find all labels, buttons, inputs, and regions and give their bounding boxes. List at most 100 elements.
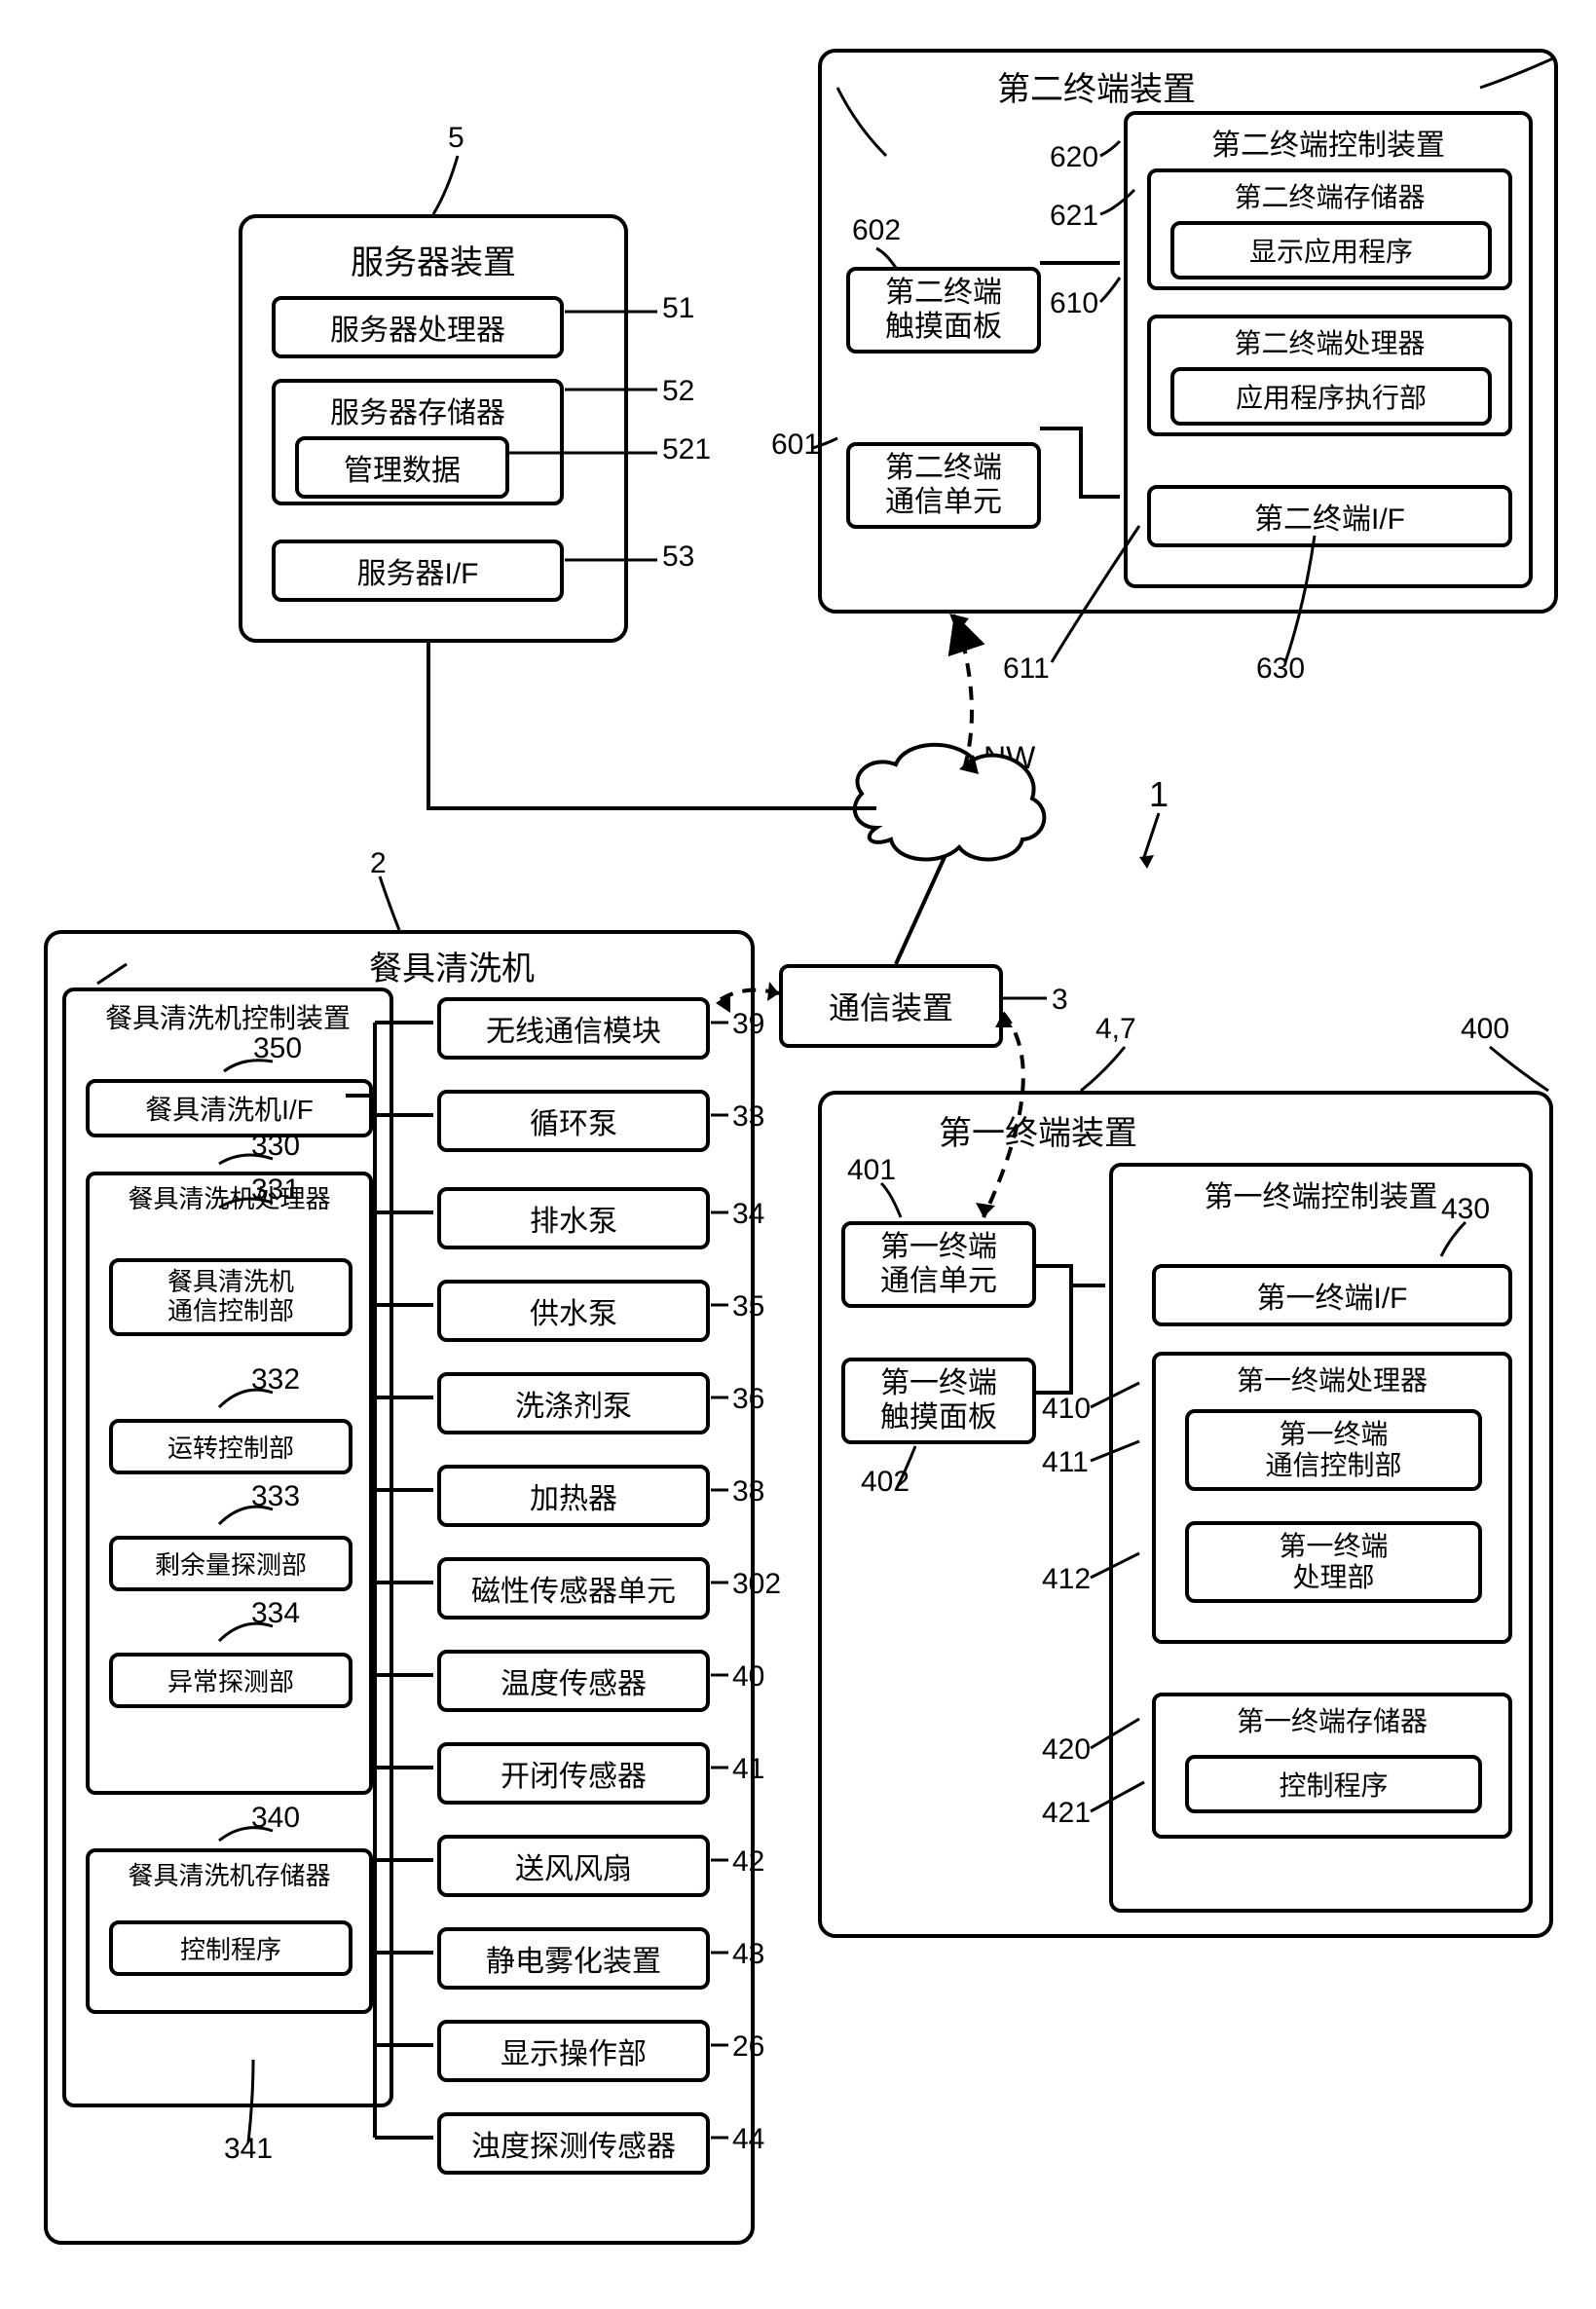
- dw-p0-ref: 331: [251, 1173, 300, 1207]
- dw-if: 餐具清洗机I/F: [86, 1079, 373, 1137]
- t2-ctrl: 第二终端控制装置 第二终端存储器 显示应用程序 第二终端处理器 应用程序执行部 …: [1124, 111, 1533, 588]
- dw-c10-ref: 43: [732, 1938, 764, 1971]
- t2-proc-title: 第二终端处理器: [1151, 322, 1508, 361]
- sys-ref: 1: [1149, 774, 1169, 815]
- server-if-ref: 53: [662, 540, 694, 574]
- dw-p3-ref: 334: [251, 1597, 300, 1630]
- t2-touch: 第二终端触摸面板: [846, 267, 1041, 354]
- t1-commctrl: 第一终端通信控制部: [1185, 1409, 1482, 1491]
- t1-commctrl-ref: 411: [1042, 1446, 1089, 1479]
- t1-mem-ref: 420: [1042, 1733, 1091, 1767]
- dw-c5: 加热器: [437, 1465, 710, 1527]
- comm-device: 通信装置: [779, 964, 1003, 1048]
- t1-title: 第一终端装置: [939, 1106, 1137, 1154]
- t2-proc: 第二终端处理器 应用程序执行部: [1147, 315, 1512, 436]
- dw-c9: 送风风扇: [437, 1835, 710, 1897]
- dw-mem-ref: 340: [251, 1802, 300, 1835]
- server-mgmt-ref: 521: [662, 433, 711, 466]
- dw-c1-ref: 33: [732, 1100, 764, 1134]
- dw-c12: 浊度探测传感器: [437, 2112, 710, 2175]
- dw-c6-ref: 302: [732, 1568, 781, 1601]
- t1-touch-ref: 402: [861, 1466, 909, 1499]
- dw-ctrl: 餐具清洗机控制装置 餐具清洗机I/F 餐具清洗机处理器 餐具清洗机通信控制部 运…: [62, 987, 393, 2107]
- t1-touch: 第一终端触摸面板: [841, 1358, 1036, 1444]
- t1-ctrl: 第一终端控制装置 第一终端I/F 第一终端处理器 第一终端通信控制部 第一终端处…: [1109, 1163, 1533, 1913]
- t2-mem-title: 第二终端存储器: [1151, 176, 1508, 215]
- dw-c3: 供水泵: [437, 1280, 710, 1342]
- t1-if: 第一终端I/F: [1152, 1264, 1512, 1326]
- dw-proc-title: 餐具清洗机处理器: [90, 1179, 369, 1215]
- server-ref: 5: [448, 122, 464, 155]
- dw-c11: 显示操作部: [437, 2020, 710, 2082]
- t2-comm-ref: 601: [771, 428, 820, 462]
- dw-proc-ref: 330: [251, 1130, 300, 1163]
- dw-c0-ref: 39: [732, 1008, 764, 1041]
- dw-p1: 运转控制部: [109, 1419, 353, 1474]
- server-if: 服务器I/F: [272, 540, 564, 602]
- t1-proc: 第一终端处理器 第一终端通信控制部 第一终端处理部: [1152, 1352, 1512, 1644]
- t2-ctrl-title: 第二终端控制装置: [1128, 121, 1529, 164]
- dw-mem: 餐具清洗机存储器 控制程序: [86, 1848, 373, 2014]
- dw-c7-ref: 40: [732, 1660, 764, 1694]
- dw-c4-ref: 36: [732, 1383, 764, 1416]
- dw-proc: 餐具清洗机处理器 餐具清洗机通信控制部 运转控制部 剩余量探测部 异常探测部: [86, 1172, 373, 1795]
- t2-mem-ref: 620: [1050, 141, 1098, 174]
- dw-c8-ref: 41: [732, 1753, 764, 1786]
- dw-c5-ref: 38: [732, 1475, 764, 1508]
- t1-ref-tr: 400: [1461, 1013, 1509, 1046]
- t1-comm-ref: 401: [847, 1154, 896, 1187]
- t2-touch-ref: 602: [852, 214, 901, 247]
- dw-c2-ref: 34: [732, 1198, 764, 1231]
- t1-proc-ref: 410: [1042, 1393, 1091, 1426]
- dw-c3-ref: 35: [732, 1290, 764, 1323]
- dw-c9-ref: 42: [732, 1845, 764, 1879]
- server-mem: 服务器存储器 管理数据: [272, 379, 564, 505]
- dw-c4: 洗涤剂泵: [437, 1372, 710, 1434]
- t1-ctrlprog: 控制程序: [1185, 1755, 1482, 1813]
- dw-title: 餐具清洗机: [369, 942, 535, 989]
- t2-comm: 第二终端通信单元: [846, 442, 1041, 529]
- dw-ctrlprog-ref: 341: [224, 2133, 273, 2166]
- t2-if-ref: 630: [1256, 652, 1305, 686]
- dw-c6: 磁性传感器单元: [437, 1557, 710, 1620]
- dw-c10: 静电雾化装置: [437, 1927, 710, 1990]
- dw-c11-ref: 26: [732, 2030, 764, 2064]
- dw-c8: 开闭传感器: [437, 1742, 710, 1805]
- dw-c1: 循环泵: [437, 1090, 710, 1152]
- t2-mem: 第二终端存储器 显示应用程序: [1147, 168, 1512, 290]
- dw-p3: 异常探测部: [109, 1653, 353, 1708]
- comm-device-ref: 3: [1052, 984, 1068, 1017]
- t1-if-ref: 430: [1441, 1193, 1490, 1226]
- server-proc-ref: 51: [662, 292, 694, 325]
- t1-procpart-ref: 412: [1042, 1563, 1091, 1596]
- t2-app-ref: 621: [1050, 200, 1098, 233]
- t2-box: 第二终端装置 第二终端触摸面板 第二终端通信单元 第二终端控制装置 第二终端存储…: [818, 49, 1558, 614]
- dw-mem-title: 餐具清洗机存储器: [90, 1856, 369, 1892]
- dw-c7: 温度传感器: [437, 1650, 710, 1712]
- dw-p2: 剩余量探测部: [109, 1536, 353, 1591]
- cloud-label: NW: [984, 740, 1035, 776]
- t1-comm-unit: 第一终端通信单元: [841, 1221, 1036, 1308]
- server-proc: 服务器处理器: [272, 296, 564, 358]
- t2-exec: 应用程序执行部: [1170, 367, 1492, 426]
- server-box: 服务器装置 服务器处理器 服务器存储器 管理数据 服务器I/F: [239, 214, 628, 643]
- t1-mem-title: 第一终端存储器: [1156, 1700, 1508, 1739]
- dw-c12-ref: 44: [732, 2123, 764, 2156]
- dw-p1-ref: 332: [251, 1363, 300, 1397]
- dw-ctrlprog: 控制程序: [109, 1920, 353, 1976]
- dw-ctrl-title: 餐具清洗机控制装置: [66, 997, 390, 1036]
- t1-procpart: 第一终端处理部: [1185, 1521, 1482, 1603]
- t1-mem: 第一终端存储器 控制程序: [1152, 1693, 1512, 1839]
- t2-app: 显示应用程序: [1170, 221, 1492, 279]
- t1-ref-tl: 4,7: [1095, 1013, 1136, 1046]
- dw-p0: 餐具清洗机通信控制部: [109, 1258, 353, 1336]
- dw-if-ref: 350: [253, 1032, 302, 1065]
- t1-ctrlprog-ref: 421: [1042, 1797, 1091, 1830]
- t1-proc-title: 第一终端处理器: [1156, 1359, 1508, 1398]
- server-mem-ref: 52: [662, 375, 694, 408]
- dw-c0: 无线通信模块: [437, 997, 710, 1060]
- dw-c2: 排水泵: [437, 1187, 710, 1249]
- server-title: 服务器装置: [242, 236, 624, 283]
- t2-exec-ref: 611: [1003, 652, 1050, 686]
- dw-p2-ref: 333: [251, 1480, 300, 1513]
